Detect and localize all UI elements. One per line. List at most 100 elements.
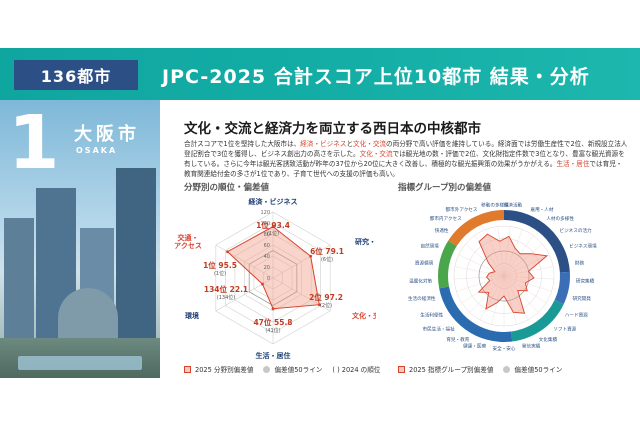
data-point: [271, 225, 275, 229]
highlight-text: 文化・交流: [359, 150, 393, 158]
indicator-label: 都市外アクセス: [446, 206, 478, 213]
axis-label: 研究・開発: [355, 237, 376, 246]
prev-rank-label: (6位): [321, 256, 333, 263]
tick-label: 80: [264, 232, 270, 238]
prev-rank-label: (2位): [320, 302, 332, 309]
legend-series-swatch: [398, 365, 405, 373]
tick-label: 40: [264, 254, 270, 260]
indicator-label: 生活利便性: [420, 312, 443, 319]
axis-label: 生活・居住: [256, 351, 291, 360]
indicator-label: ハード資源: [565, 312, 588, 319]
group-ring-segment: [439, 286, 513, 342]
baseline-50-line: [478, 250, 530, 302]
city-count-badge: 136都市: [14, 60, 138, 90]
indicator-label: 都市内アクセス: [430, 215, 462, 222]
data-point: [317, 303, 321, 307]
indicator-label: 育児・教育: [446, 336, 469, 343]
rank-score-label: 2位 97.2: [309, 292, 343, 302]
group-ring-segment: [554, 271, 570, 305]
grid-spoke: [272, 244, 331, 279]
rank-score-label: 1位 95.5: [203, 260, 237, 270]
page-title: JPC-2025 合計スコア上位10都市 結果・分析: [162, 65, 590, 88]
legend-baseline-swatch: [263, 365, 271, 373]
description-text: と: [346, 140, 354, 148]
indicator-label: 研究集積: [576, 278, 595, 285]
city-name: 大阪市: [74, 124, 140, 145]
highlight-text: 文化・交流: [353, 140, 387, 148]
indicator-label: 市民生活・福祉: [423, 325, 456, 332]
tick-label: 100: [260, 221, 270, 227]
city-photo: [0, 100, 160, 378]
indicator-label: ビジネス環境: [569, 242, 597, 249]
prev-rank-label: (1位): [214, 270, 226, 277]
city-name-roman: OSAKA: [76, 146, 118, 155]
tick-label: 20: [264, 265, 270, 271]
headline: 文化・交流と経済力を両立する西日本の中核都市: [184, 121, 481, 137]
series-area: [477, 233, 549, 314]
tick-label: 60: [264, 243, 270, 249]
group-ring-segment: [504, 210, 570, 273]
description-text: では観光地の数・評価で2位、文化財指定件数で3位となり、豊富な観光資源を有してい…: [184, 150, 625, 168]
axis-label: 経済・ビジネス: [249, 197, 298, 206]
indicator-label: 人材の多様性: [546, 215, 574, 222]
tick-label: 0: [267, 276, 270, 282]
indicator-label: 健康・医療: [463, 343, 486, 350]
indicator-label: 資源循環: [415, 260, 434, 267]
legend-series-label: 2025 分野別偏差値: [195, 366, 254, 374]
indicator-label: 発信実績: [522, 343, 541, 350]
indicator-label: 研究開発: [572, 295, 591, 302]
baseline-50-line: [248, 250, 298, 306]
rank-number: 1: [8, 100, 60, 186]
description-text: では育児・教育関連給付金の多さが1位であり、子育て世代への支援の評価も高い。: [184, 160, 623, 178]
axis-label: 文化・交流: [352, 311, 376, 320]
description-text: 合計スコアで1位を堅持した大阪市は、: [184, 140, 301, 148]
description: 合計スコアで1位を堅持した大阪市は、経済・ビジネスと文化・交流の両分野で高い評価…: [184, 139, 628, 179]
rank-score-label: 6位 79.1: [310, 246, 344, 256]
axis-label: 環境: [185, 311, 199, 320]
axis-label: 交通・: [178, 233, 199, 242]
prev-rank-label: (1位): [267, 230, 279, 237]
legend-baseline-label: 偏差値50ライン: [274, 366, 323, 374]
indicator-label: ソフト資源: [553, 325, 576, 332]
section-label-indicator: 指標グループ別の偏差値: [398, 183, 491, 193]
left-chart-legend: 2025 分野別偏差値 偏差値50ライン ( ) 2024 の順位: [184, 364, 380, 374]
grid-spoke: [272, 277, 331, 312]
indicator-label: 快適性: [435, 227, 449, 234]
indicator-label: 雇用・人材: [531, 206, 554, 213]
highlight-text: 生活・居住: [556, 160, 590, 168]
group-ring-segment: [438, 240, 457, 289]
tick-label: 120: [260, 210, 270, 216]
indicator-label: 自然環境: [420, 242, 439, 249]
legend-series-label: 2025 指標グループ別偏差値: [409, 366, 494, 374]
indicator-label: 生活の経済性: [408, 295, 436, 302]
grid-spoke: [215, 244, 274, 279]
right-chart-legend: 2025 指標グループ別偏差値 偏差値50ライン: [398, 364, 562, 374]
data-point: [261, 282, 264, 286]
section-label-field: 分野別の順位・偏差値: [184, 183, 270, 193]
prev-rank-label: (41位): [265, 327, 280, 334]
axis-label: アクセス: [174, 241, 202, 250]
indicator-label: 安全・安心: [493, 345, 516, 352]
indicator-label: ビジネスの活力: [559, 227, 592, 234]
data-point: [271, 307, 275, 311]
indicator-label: 経済活動: [504, 202, 523, 209]
data-point: [226, 250, 229, 254]
indicator-radar-chart: 経済活動雇用・人材人材の多様性ビジネスの活力ビジネス環境財務研究集積研究開発ハー…: [408, 202, 597, 352]
rank-score-label: 134位 22.1: [204, 284, 248, 294]
group-ring-segment: [448, 210, 504, 246]
description-text: の両分野で高い評価を維持している。経済面では労働生産性で2位、新規設立法人登記割…: [184, 140, 628, 158]
rank-score-label: 47位 55.8: [253, 317, 292, 327]
group-ring-segment: [511, 299, 564, 342]
legend-series-swatch: [184, 365, 191, 373]
rank-score-label: 1位 93.4: [256, 220, 290, 230]
data-point: [309, 254, 313, 258]
legend-baseline-swatch: [503, 365, 511, 373]
indicator-label: 移動の多様性: [481, 202, 509, 209]
prev-rank-label: (134位): [217, 294, 235, 301]
legend-baseline-label: 偏差値50ライン: [514, 366, 563, 374]
legend-prev-rank-label: ( ) 2024 の順位: [332, 366, 381, 374]
indicator-label: 文化集積: [539, 336, 558, 343]
highlight-text: 経済・ビジネス: [300, 140, 347, 148]
indicator-label: 温暖化対策: [409, 278, 432, 285]
